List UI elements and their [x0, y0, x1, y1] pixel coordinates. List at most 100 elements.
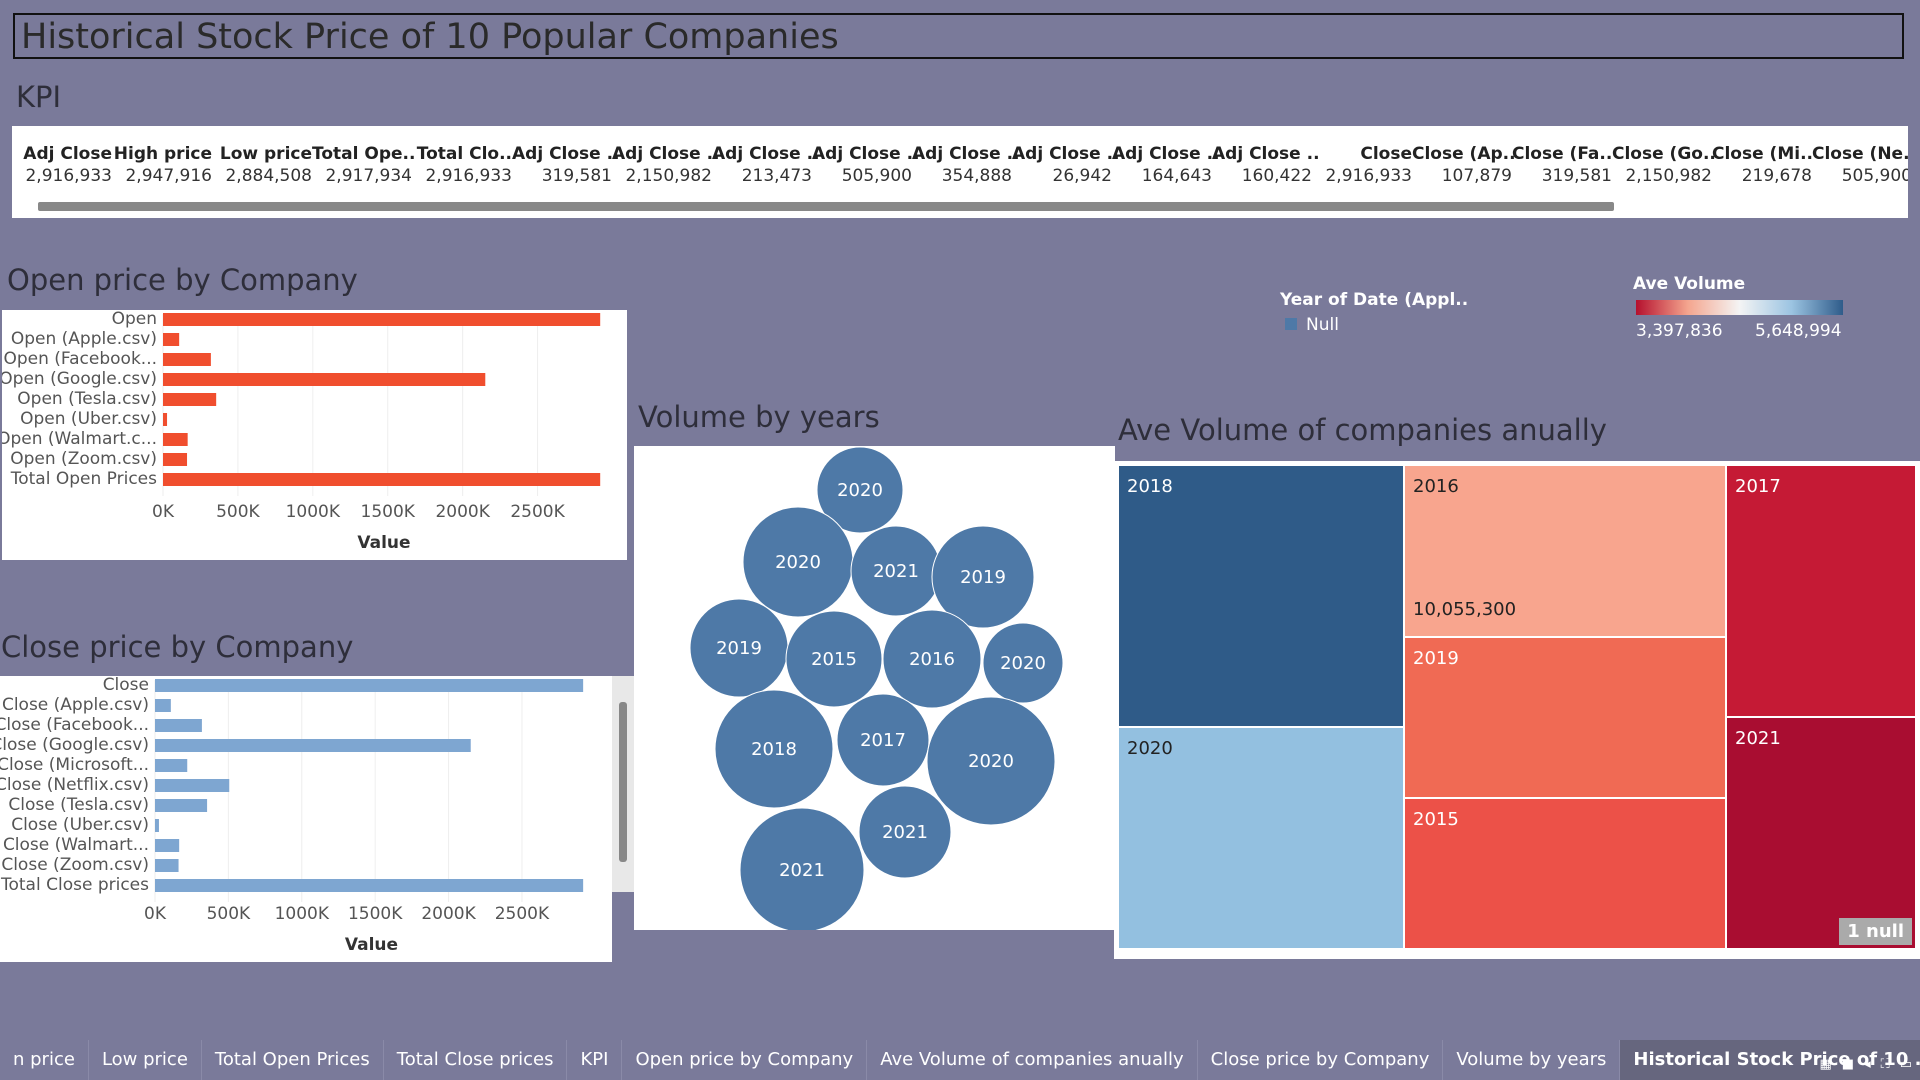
kpi-column-header[interactable]: Adj Close .. [512, 144, 620, 164]
kpi-grid: Adj Close 2,916,933 High price 2,947,916 Low… [12, 144, 1908, 186]
close-chart-scroll-track[interactable] [612, 676, 634, 892]
kpi-column: Close (Go.. 2,150,982 [1612, 144, 1716, 186]
bar[interactable] [155, 779, 230, 792]
volume-bubble[interactable] [882, 609, 982, 709]
category-label: Close (Uber.csv) [11, 815, 149, 835]
fullscreen-icon[interactable]: ⛶ [1880, 1057, 1890, 1072]
treemap-cell-2021[interactable]: 2021 [1726, 717, 1916, 949]
volume-bubble[interactable] [982, 622, 1064, 704]
bar[interactable] [155, 719, 202, 732]
sheet-tab[interactable]: Open price by Company [622, 1040, 868, 1080]
kpi-column: High price 2,947,916 [112, 144, 212, 186]
sheet-tab[interactable]: Volume by years [1443, 1040, 1621, 1080]
bar[interactable] [155, 759, 188, 772]
treemap-cell-2020[interactable]: 2020 [1118, 727, 1404, 949]
kpi-column-header[interactable]: Total Ope.. [312, 144, 416, 164]
kpi-column: Adj Close .. 2,150,982 [612, 144, 720, 186]
kpi-column-header[interactable]: Close (Go.. [1612, 144, 1716, 164]
volume-legend-min: 3,397,836 [1636, 321, 1723, 341]
bar[interactable] [155, 699, 171, 712]
treemap-panel: 2018 2020 2016 10,055,300 2019 2015 2017… [1114, 461, 1920, 959]
sheet-tab[interactable]: Ave Volume of companies anually [867, 1040, 1198, 1080]
kpi-column-header[interactable]: Total Clo.. [416, 144, 512, 164]
volume-bubble[interactable] [858, 785, 952, 879]
volume-bubble[interactable] [816, 446, 904, 534]
kpi-column-header[interactable]: Low price [219, 144, 312, 164]
kpi-column-header[interactable]: Close (Mi.. [1712, 144, 1813, 164]
tabbar-controls: ▦ ■ ◂ ⛶ ▭ [1819, 1057, 1912, 1072]
bar[interactable] [163, 353, 211, 366]
bar[interactable] [155, 879, 584, 892]
bar[interactable] [163, 313, 601, 326]
kpi-column-header[interactable]: Close (Ap.. [1412, 144, 1516, 164]
treemap-cell-2015[interactable]: 2015 [1404, 798, 1726, 949]
kpi-column-header[interactable]: Adj Close .. [1012, 144, 1120, 164]
kpi-column-value: 2,947,916 [125, 166, 212, 186]
x-tick-label: 1500K [361, 502, 416, 522]
category-label: Open (Facebook... [3, 349, 157, 369]
present-icon[interactable]: ▭ [1899, 1057, 1912, 1072]
treemap-cell-2017[interactable]: 2017 [1726, 465, 1916, 717]
volume-legend-title: Ave Volume [1633, 274, 1746, 294]
category-label: Close (Apple.csv) [2, 695, 149, 715]
treemap-cell-label: 2019 [1413, 648, 1459, 669]
volume-bubble[interactable] [926, 696, 1056, 826]
volume-bubble[interactable] [836, 693, 930, 787]
year-legend-swatch [1285, 318, 1297, 330]
kpi-column-value: 26,942 [1052, 166, 1112, 186]
kpi-column-header[interactable]: Adj Close [23, 144, 112, 164]
category-label: Open (Zoom.csv) [10, 449, 157, 469]
close-chart-scroll-thumb[interactable] [619, 702, 627, 862]
bar[interactable] [163, 413, 168, 426]
sheet-tab[interactable]: n price [0, 1040, 89, 1080]
volume-bubble[interactable] [931, 525, 1035, 629]
bar[interactable] [155, 799, 208, 812]
kpi-column-header[interactable]: Close (Ne.. [1812, 144, 1908, 164]
scroll-left-icon[interactable]: ◂ [1864, 1057, 1871, 1072]
volume-bubble-label: 2021 [882, 822, 928, 843]
treemap-cell-2018[interactable]: 2018 [1118, 465, 1404, 727]
sheet-tab[interactable]: Close price by Company [1198, 1040, 1444, 1080]
bar[interactable] [163, 373, 486, 386]
kpi-column-header[interactable]: High price [113, 144, 212, 164]
bar[interactable] [163, 393, 217, 406]
volume-bubble[interactable] [714, 689, 834, 809]
sheet-tab[interactable]: Historical Stock Price of 10 ... [1620, 1040, 1920, 1080]
kpi-column-value: 505,900 [1841, 166, 1908, 186]
volume-bubble-chart: 2020 2020 2021 2019 2019 2015 2016 2020 2018 2017… [689, 446, 1064, 933]
null-indicator-badge[interactable]: 1 null [1839, 918, 1912, 945]
sheet-tab[interactable]: Total Close prices [384, 1040, 568, 1080]
sheet-tab[interactable]: KPI [567, 1040, 623, 1080]
bar[interactable] [163, 333, 180, 346]
bar[interactable] [163, 433, 188, 446]
bar[interactable] [155, 859, 179, 872]
bar[interactable] [163, 453, 188, 466]
bar[interactable] [155, 739, 471, 752]
bar[interactable] [155, 839, 180, 852]
treemap-cell-2016[interactable]: 2016 10,055,300 [1404, 465, 1726, 637]
bar[interactable] [155, 819, 159, 832]
kpi-column-header[interactable]: Adj Close .. [812, 144, 920, 164]
year-legend-item[interactable]: Null [1306, 315, 1339, 335]
bar[interactable] [155, 679, 584, 692]
volume-bubble[interactable] [785, 610, 883, 708]
kpi-column-header[interactable]: Adj Close .. [1112, 144, 1220, 164]
kpi-column-header[interactable]: Close [1360, 144, 1412, 164]
treemap-cell-label: 2017 [1735, 476, 1781, 497]
category-label: Open (Walmart.c... [2, 429, 157, 449]
bar[interactable] [163, 473, 601, 486]
treemap-cell-label: 2020 [1127, 738, 1173, 759]
tile-view-icon[interactable]: ■ [1841, 1057, 1855, 1072]
kpi-horizontal-scrollbar[interactable] [38, 202, 1614, 211]
kpi-column-header[interactable]: Adj Close .. [912, 144, 1020, 164]
kpi-column-header[interactable]: Adj Close .. [1212, 144, 1320, 164]
kpi-table: Adj Close 2,916,933 High price 2,947,916 Low… [12, 126, 1908, 218]
kpi-column-header[interactable]: Close (Fa.. [1512, 144, 1613, 164]
sheet-tab[interactable]: Low price [89, 1040, 202, 1080]
kpi-column-header[interactable]: Adj Close .. [712, 144, 820, 164]
kpi-column-header[interactable]: Adj Close .. [612, 144, 720, 164]
treemap-cell-2019[interactable]: 2019 [1404, 637, 1726, 798]
grid-view-icon[interactable]: ▦ [1819, 1057, 1832, 1072]
sheet-tab[interactable]: Total Open Prices [202, 1040, 384, 1080]
